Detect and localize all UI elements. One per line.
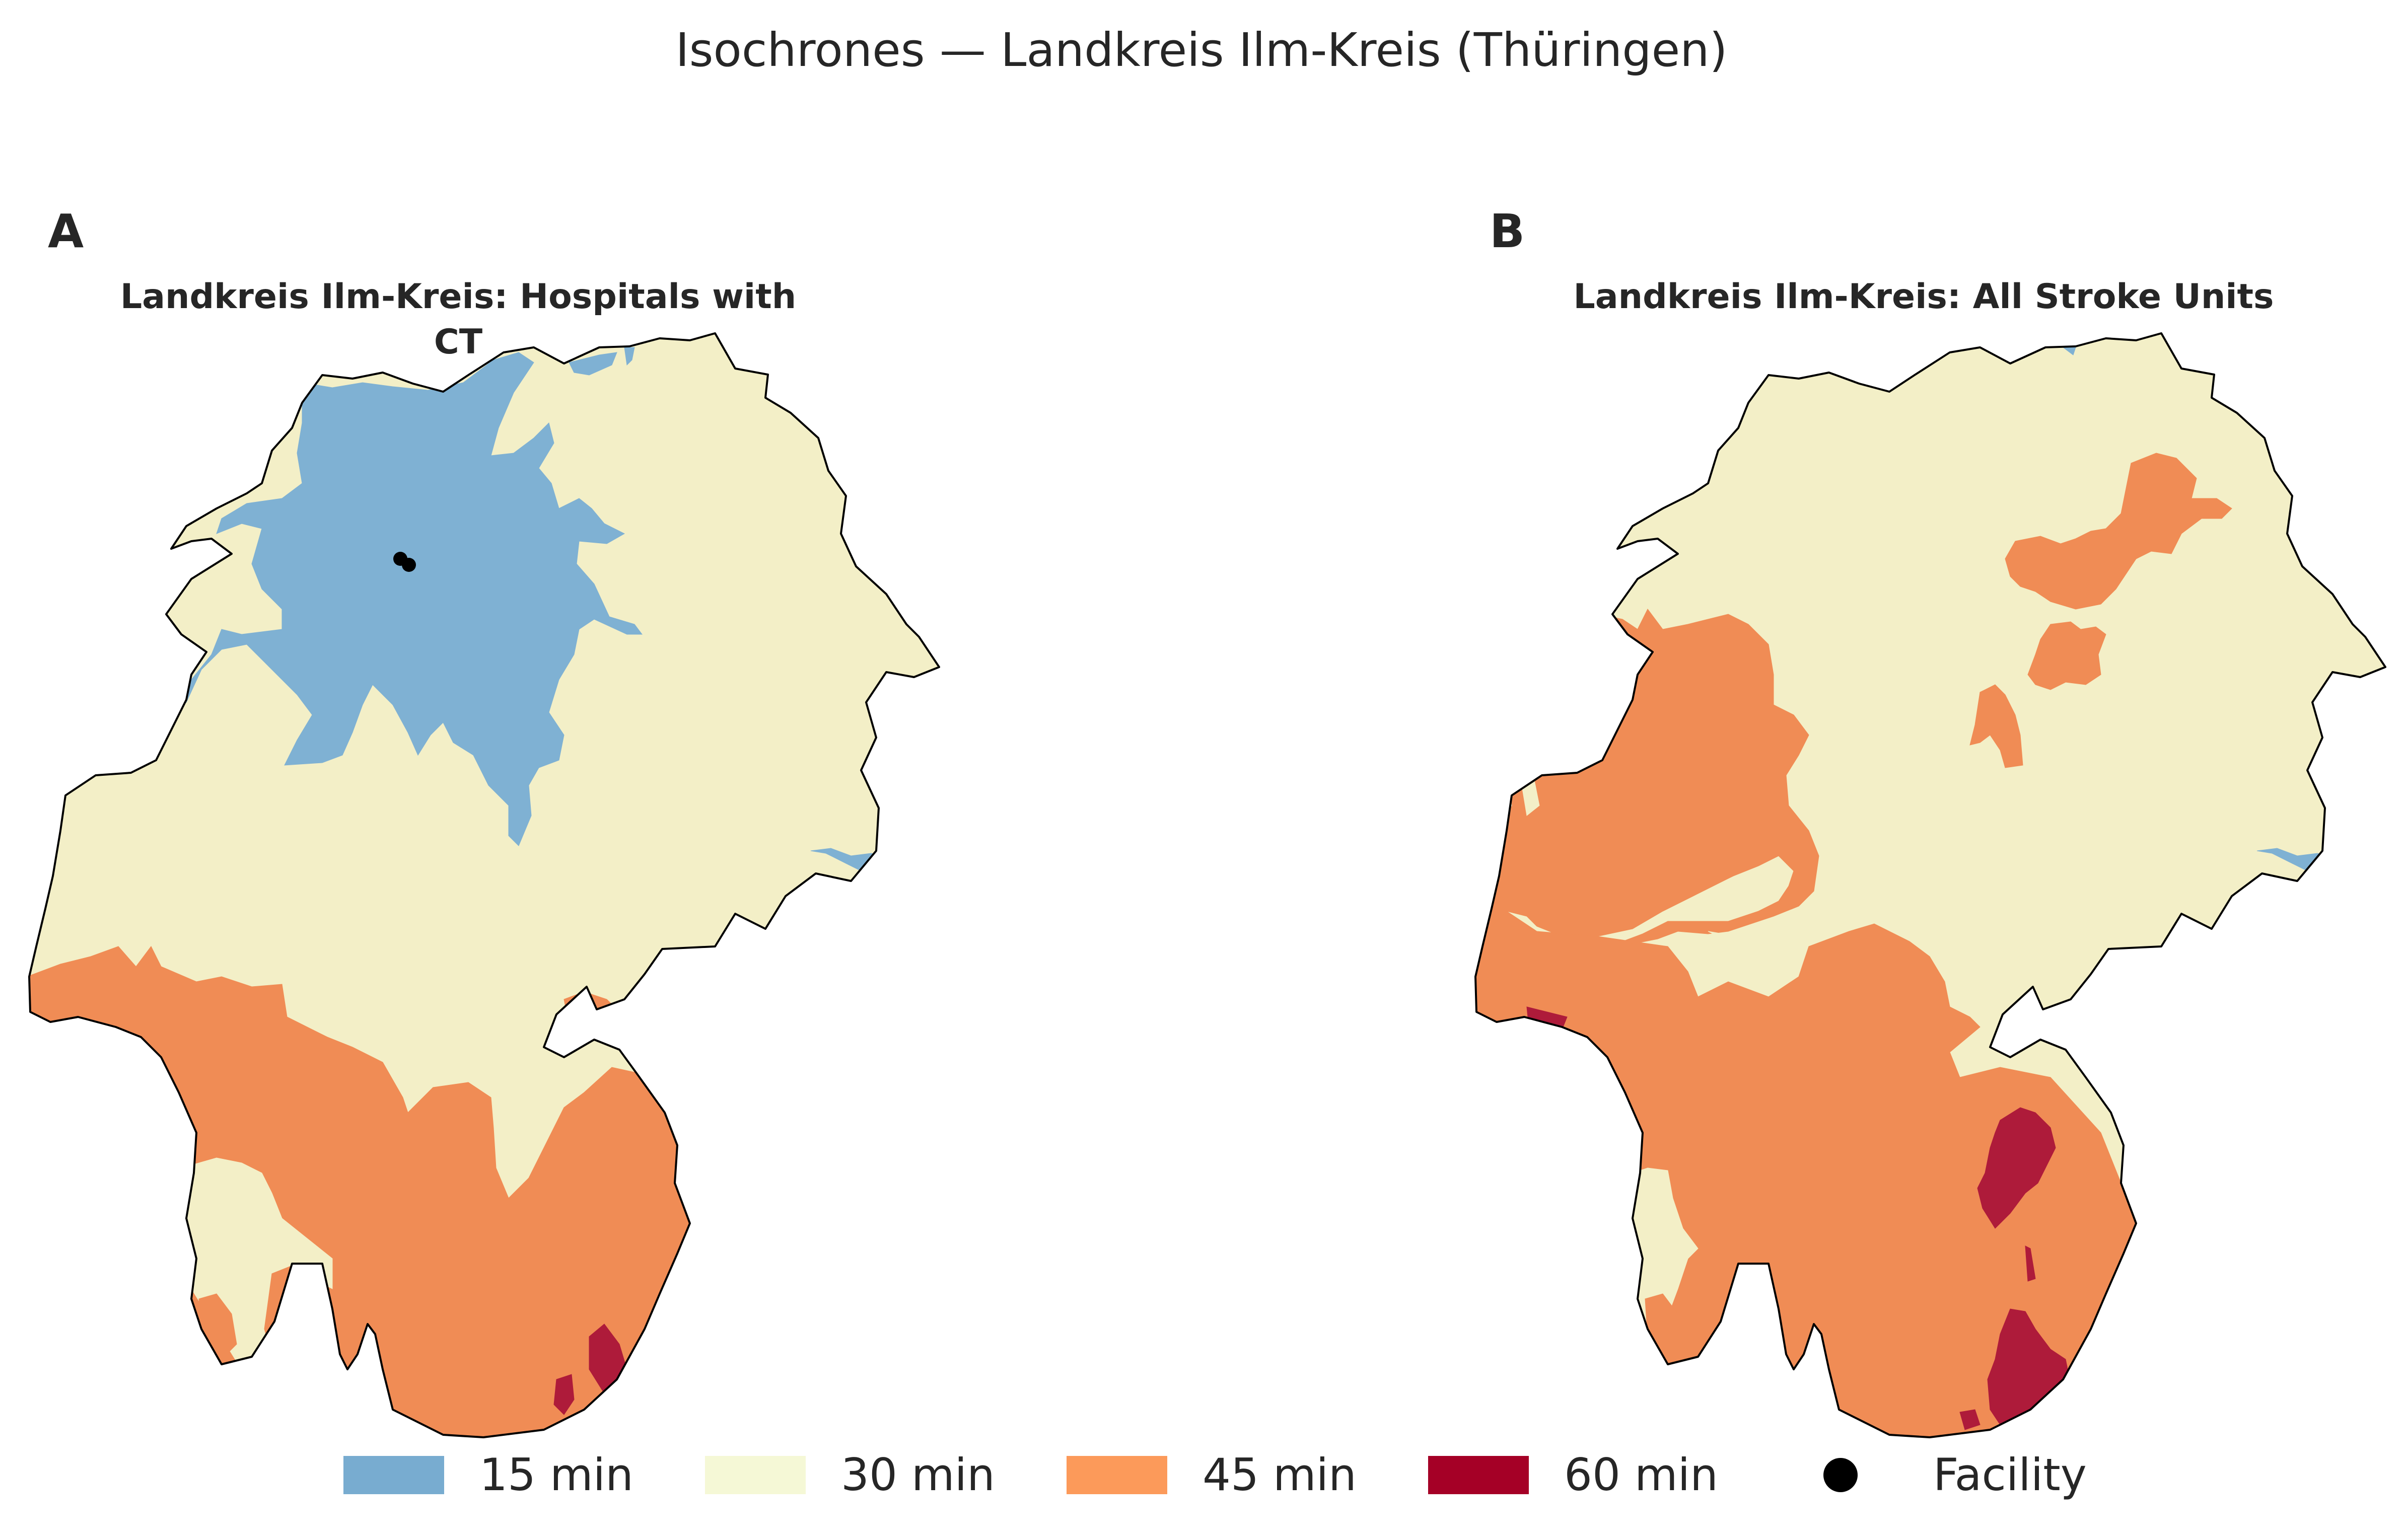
legend: 15 min xyxy=(343,1445,633,1505)
zone-15min xyxy=(176,352,643,846)
zone-15min-north xyxy=(1697,370,1729,383)
legend-label-15min: 15 min xyxy=(479,1449,633,1501)
zone-45min-east xyxy=(654,961,675,987)
panel-b-letter: B xyxy=(1490,204,1525,258)
legend-swatch-15min xyxy=(343,1456,444,1494)
zone-60min-southeast xyxy=(2025,1245,2036,1282)
panel-b-title: Landkreis Ilm-Kreis: All Stroke Units xyxy=(1573,277,2274,317)
figure-title: Isochrones — Landkreis Ilm-Kreis (Thürin… xyxy=(675,23,1728,77)
facility-dot-icon xyxy=(1823,1458,1858,1492)
zone-60min-south xyxy=(1959,1409,1981,1430)
legend-item-60min: 60 min xyxy=(1428,1445,1718,1505)
legend-label-60min: 60 min xyxy=(1564,1449,1718,1501)
zone-30min-stripe xyxy=(1708,926,1817,957)
panel-a-map xyxy=(28,332,940,1438)
panel-a-title: Landkreis Ilm-Kreis: Hospitals with CT xyxy=(120,277,797,362)
legend-item-45min: 45 min xyxy=(1067,1445,1357,1505)
zone-60min xyxy=(553,1374,575,1415)
zone-15min-northeast xyxy=(624,347,635,366)
zone-45min-center-east xyxy=(2027,621,2106,690)
facility-markers-a xyxy=(393,552,416,572)
legend-item-facility: Facility xyxy=(1790,1445,2087,1505)
panel-a-letter: A xyxy=(48,204,84,258)
zone-45min-east xyxy=(2100,961,2122,987)
legend-item-30min: 30 min xyxy=(705,1445,995,1505)
zone-15min-north xyxy=(1592,392,1608,403)
zone-60min-southeast xyxy=(1977,1107,2056,1229)
zone-30min-stripe xyxy=(1667,936,1709,947)
zone-15min-northeast xyxy=(569,352,617,376)
legend-swatch-60min xyxy=(1428,1456,1529,1494)
zone-45min-northeast xyxy=(2005,453,2232,610)
legend-label-facility: Facility xyxy=(1933,1449,2087,1501)
legend-swatch-45min xyxy=(1067,1456,1167,1494)
facility-marker xyxy=(402,558,416,572)
panel-b-map xyxy=(1474,332,2386,1438)
zone-45min-center xyxy=(1969,684,2023,768)
legend-label-45min: 45 min xyxy=(1203,1449,1357,1501)
legend-swatch-30min xyxy=(705,1456,806,1494)
legend-label-30min: 30 min xyxy=(841,1449,995,1501)
